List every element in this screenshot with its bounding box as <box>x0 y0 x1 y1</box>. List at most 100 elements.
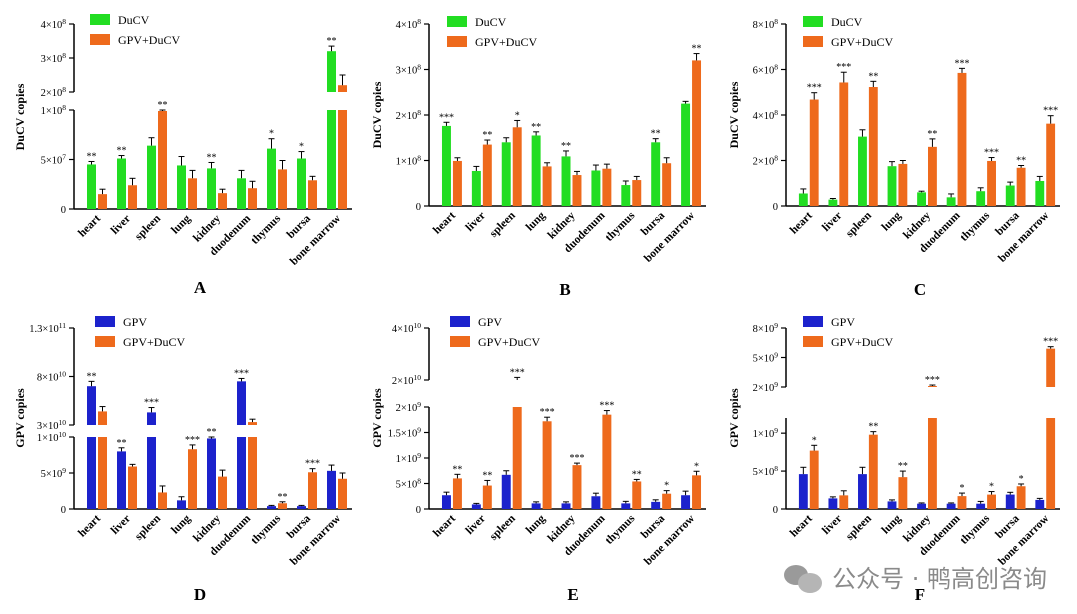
y-axis-label: DuCV copies <box>13 83 27 150</box>
x-tick-label: thymus <box>958 209 993 244</box>
bar <box>898 163 908 206</box>
y-tick-label: 5×109 <box>41 466 67 480</box>
bar <box>946 503 956 509</box>
x-tick-label: liver <box>109 513 133 537</box>
x-tick-label: spleen <box>488 209 519 240</box>
x-tick-label: heart <box>431 210 458 237</box>
bar <box>471 504 481 509</box>
legend-label: GPV+DuCV <box>123 335 185 349</box>
bar <box>237 437 246 509</box>
y-axis-label: GPV copies <box>370 388 384 448</box>
bar <box>98 194 107 209</box>
y-axis-label: DuCV copies <box>727 81 741 148</box>
bar <box>591 496 601 509</box>
bar <box>602 168 612 206</box>
bar <box>692 60 702 207</box>
significance-marker: *** <box>234 368 249 379</box>
x-tick-label: liver <box>464 210 488 234</box>
x-tick-label: spleen <box>133 212 164 243</box>
legend-label: GPV+DuCV <box>475 35 537 49</box>
y-tick-label: 2×108 <box>396 108 422 122</box>
x-tick-label: thymus <box>603 209 638 244</box>
bar <box>976 191 986 206</box>
panel-E: 0 5×108 1×109 1.5×109 2×109 2×1010 4×1010 GPV c… <box>370 315 706 604</box>
significance-marker: ** <box>561 141 571 152</box>
bar <box>662 163 672 206</box>
bar <box>327 470 336 509</box>
bar <box>338 85 347 92</box>
panel-A: 0 5×107 1×108 2×108 3×108 4×108 DuCV copies A Du… <box>13 13 352 297</box>
bar <box>561 503 571 509</box>
significance-marker: * <box>269 129 274 140</box>
bar <box>572 175 582 206</box>
x-tick-label: spleen <box>844 512 875 543</box>
bar <box>441 495 451 509</box>
y-tick-label: 2×109 <box>753 380 779 394</box>
legend-swatch <box>450 336 470 347</box>
bar <box>512 127 522 206</box>
bar <box>267 148 276 209</box>
bar <box>928 418 937 509</box>
bar <box>87 437 96 509</box>
bar <box>928 386 937 387</box>
significance-marker: * <box>812 435 817 446</box>
significance-marker: ** <box>1016 156 1026 167</box>
bar <box>128 466 137 509</box>
bar <box>651 142 661 206</box>
bar <box>621 503 631 509</box>
significance-marker: ** <box>158 100 168 111</box>
bar <box>692 475 702 509</box>
y-tick-label: 5×109 <box>753 351 779 365</box>
bar <box>809 450 819 509</box>
x-tick-label: liver <box>109 213 133 237</box>
y-axis-label: DuCV copies <box>370 81 384 148</box>
bar <box>621 185 631 206</box>
bar <box>117 451 126 509</box>
significance-marker: ** <box>278 492 288 503</box>
bar <box>338 110 347 209</box>
y-tick-label: 3×108 <box>41 51 67 65</box>
bar <box>98 437 107 509</box>
significance-marker: *** <box>599 401 614 412</box>
significance-marker: * <box>664 481 669 492</box>
y-tick-label: 4×108 <box>753 108 779 122</box>
significance-marker: ** <box>531 122 541 133</box>
bar <box>839 495 849 509</box>
y-tick-label: 6×108 <box>753 63 779 77</box>
bar <box>976 503 986 509</box>
bar <box>917 503 926 509</box>
significance-marker: ** <box>927 129 937 140</box>
y-tick-label: 1×108 <box>41 103 67 117</box>
bar <box>338 478 347 509</box>
x-tick-label: bursa <box>285 212 314 241</box>
legend-label: DuCV <box>831 15 863 29</box>
significance-marker: *** <box>1043 337 1058 348</box>
legend-swatch <box>803 336 823 347</box>
panel-label: C <box>914 280 926 299</box>
bar <box>1005 494 1015 509</box>
legend-swatch <box>95 316 115 327</box>
bar <box>278 503 287 509</box>
bar <box>987 160 996 206</box>
y-tick-label: 3×1010 <box>37 418 66 432</box>
significance-marker: ** <box>482 470 492 481</box>
y-tick-label: 8×109 <box>753 321 779 335</box>
y-tick-label: 0 <box>773 505 778 516</box>
bar <box>501 142 511 206</box>
significance-marker: *** <box>540 407 555 418</box>
significance-marker: * <box>1019 474 1024 485</box>
bar <box>482 485 492 509</box>
bar <box>868 87 878 206</box>
x-tick-label: heart <box>76 513 103 540</box>
bar <box>887 166 897 206</box>
bar <box>98 411 107 425</box>
y-tick-label: 0 <box>773 202 778 213</box>
bar <box>218 476 227 509</box>
panel-C: 0 2×108 4×108 6×108 8×108 DuCV copies C DuCV GPV… <box>727 15 1060 299</box>
x-tick-label: lung <box>169 512 193 536</box>
bar <box>798 474 808 509</box>
bar <box>572 465 582 509</box>
x-tick-label: thymus <box>958 512 993 547</box>
bar <box>602 414 612 509</box>
